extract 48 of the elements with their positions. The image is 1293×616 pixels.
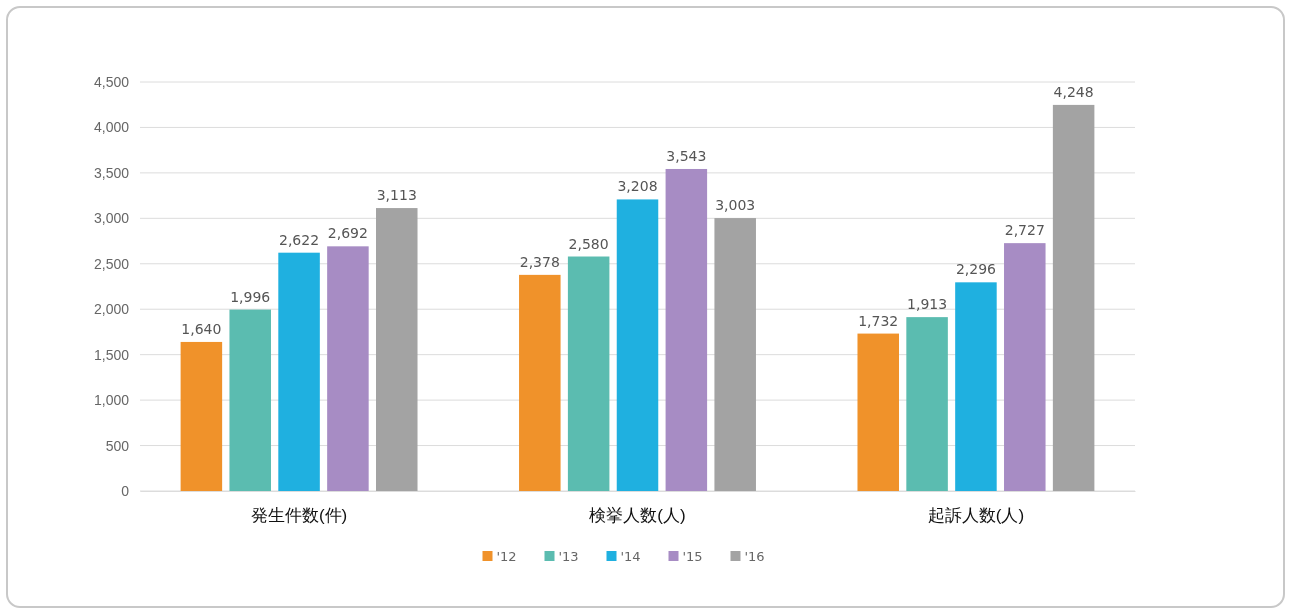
y-tick-label: 1,500	[93, 346, 130, 363]
bar	[278, 252, 320, 491]
data-label: 2,378	[519, 253, 560, 270]
legend-label: '14	[620, 549, 641, 564]
y-tick-label: 2,500	[93, 255, 130, 272]
bar	[567, 256, 610, 491]
data-label: 3,208	[617, 178, 658, 195]
bar	[616, 199, 659, 491]
y-tick-label: 0	[121, 482, 130, 499]
data-label: 2,580	[568, 235, 609, 252]
data-label: 1,732	[858, 312, 899, 329]
bar	[906, 317, 948, 491]
bar	[1004, 243, 1046, 491]
data-label: 2,296	[955, 261, 997, 278]
data-label: 2,622	[279, 231, 320, 248]
legend-label: '12	[496, 549, 517, 564]
data-label: 2,727	[1004, 222, 1045, 239]
bar	[229, 309, 271, 491]
y-tick-label: 1,000	[93, 392, 130, 409]
bar	[1052, 104, 1095, 491]
bar	[857, 333, 899, 491]
data-label: 3,003	[715, 197, 756, 214]
x-tick-label: 発生件数(件)	[250, 506, 348, 526]
bar	[376, 208, 418, 491]
data-label: 1,996	[230, 288, 271, 305]
y-tick-label: 2,000	[93, 301, 130, 318]
bar	[714, 218, 756, 491]
legend-label: '13	[558, 549, 579, 564]
data-label: 1,640	[181, 320, 222, 337]
data-label: 1,913	[907, 296, 948, 313]
data-label: 2,692	[327, 225, 368, 242]
x-tick-label: 起訴人数(人)	[927, 506, 1025, 526]
x-tick-label: 検挙人数(人)	[589, 506, 686, 526]
data-label: 4,248	[1053, 83, 1094, 100]
legend-label: '16	[744, 549, 765, 564]
bar	[180, 341, 223, 491]
legend-label: '15	[682, 549, 703, 564]
y-tick-label: 3,500	[93, 164, 130, 181]
bar	[327, 246, 369, 491]
y-tick-label: 4,500	[93, 73, 130, 90]
data-label: 3,113	[376, 187, 417, 204]
y-tick-label: 4,000	[93, 119, 130, 136]
y-tick-label: 500	[105, 437, 130, 454]
bar	[519, 274, 561, 491]
data-label: 3,543	[666, 147, 707, 164]
bar	[665, 168, 708, 491]
y-tick-label: 3,000	[93, 210, 130, 227]
bar	[955, 282, 997, 491]
